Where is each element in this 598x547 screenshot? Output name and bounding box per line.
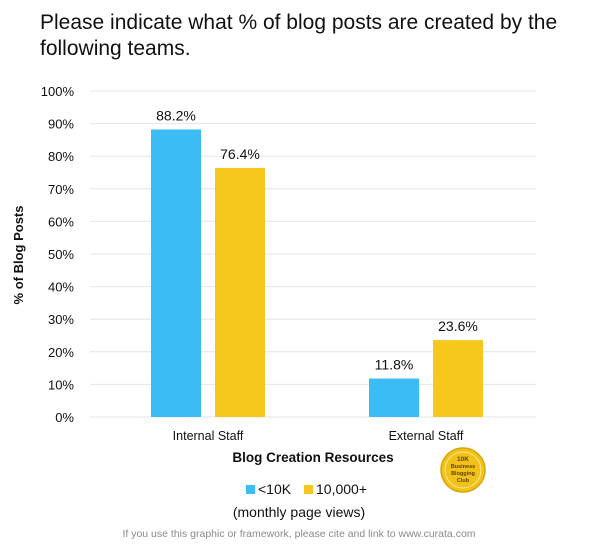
legend-note: (monthly page views) [232, 504, 366, 520]
y-tick-label: 20% [48, 345, 74, 360]
bar [151, 129, 201, 417]
y-tick-label: 80% [48, 149, 74, 164]
legend: <10K 10,000+ [246, 481, 367, 497]
bar-value-label: 23.6% [438, 318, 478, 334]
y-tick-label: 100% [41, 84, 75, 99]
bars [151, 129, 483, 417]
y-tick-label: 30% [48, 312, 74, 327]
y-tick-label: 0% [55, 410, 74, 425]
x-tick-label: Internal Staff [173, 429, 244, 443]
y-axis-label: % of Blog Posts [11, 206, 26, 305]
y-tick-label: 50% [48, 247, 74, 262]
bar [215, 167, 265, 417]
badge-text: 10K [457, 456, 469, 463]
footnote: If you use this graphic or framework, pl… [122, 528, 476, 540]
bar-labels: 88.2% 76.4% 11.8% 23.6% [156, 107, 478, 372]
chart-title: Please indicate what % of blog posts are… [40, 11, 558, 60]
legend-swatch [246, 485, 255, 494]
y-tick-label: 90% [48, 117, 74, 132]
y-tick-label: 40% [48, 280, 74, 295]
x-axis-label: Blog Creation Resources [232, 450, 393, 465]
legend-entry: <10K [258, 481, 292, 497]
bar [369, 378, 419, 417]
badge-ring [444, 451, 482, 489]
x-axis-ticks: Internal Staff External Staff [173, 429, 464, 443]
y-tick-label: 10% [48, 377, 74, 392]
badge-circle [440, 447, 486, 493]
bar-value-label: 11.8% [375, 357, 414, 373]
legend-entry: 10,000+ [316, 481, 367, 497]
bar-value-label: 76.4% [220, 146, 260, 162]
y-tick-label: 70% [48, 182, 74, 197]
legend-swatch [304, 485, 313, 494]
badge-text: Business [451, 464, 475, 470]
x-tick-label: External Staff [389, 429, 464, 443]
bar-value-label: 88.2% [156, 107, 196, 123]
badge-text: Blogging [451, 471, 475, 477]
y-tick-label: 60% [48, 214, 74, 229]
badge-text: Club [457, 478, 470, 484]
bar [433, 340, 483, 417]
y-axis-ticks: 0% 10% 20% 30% 40% 50% 60% 70% 80% 90% 100% [41, 84, 75, 425]
